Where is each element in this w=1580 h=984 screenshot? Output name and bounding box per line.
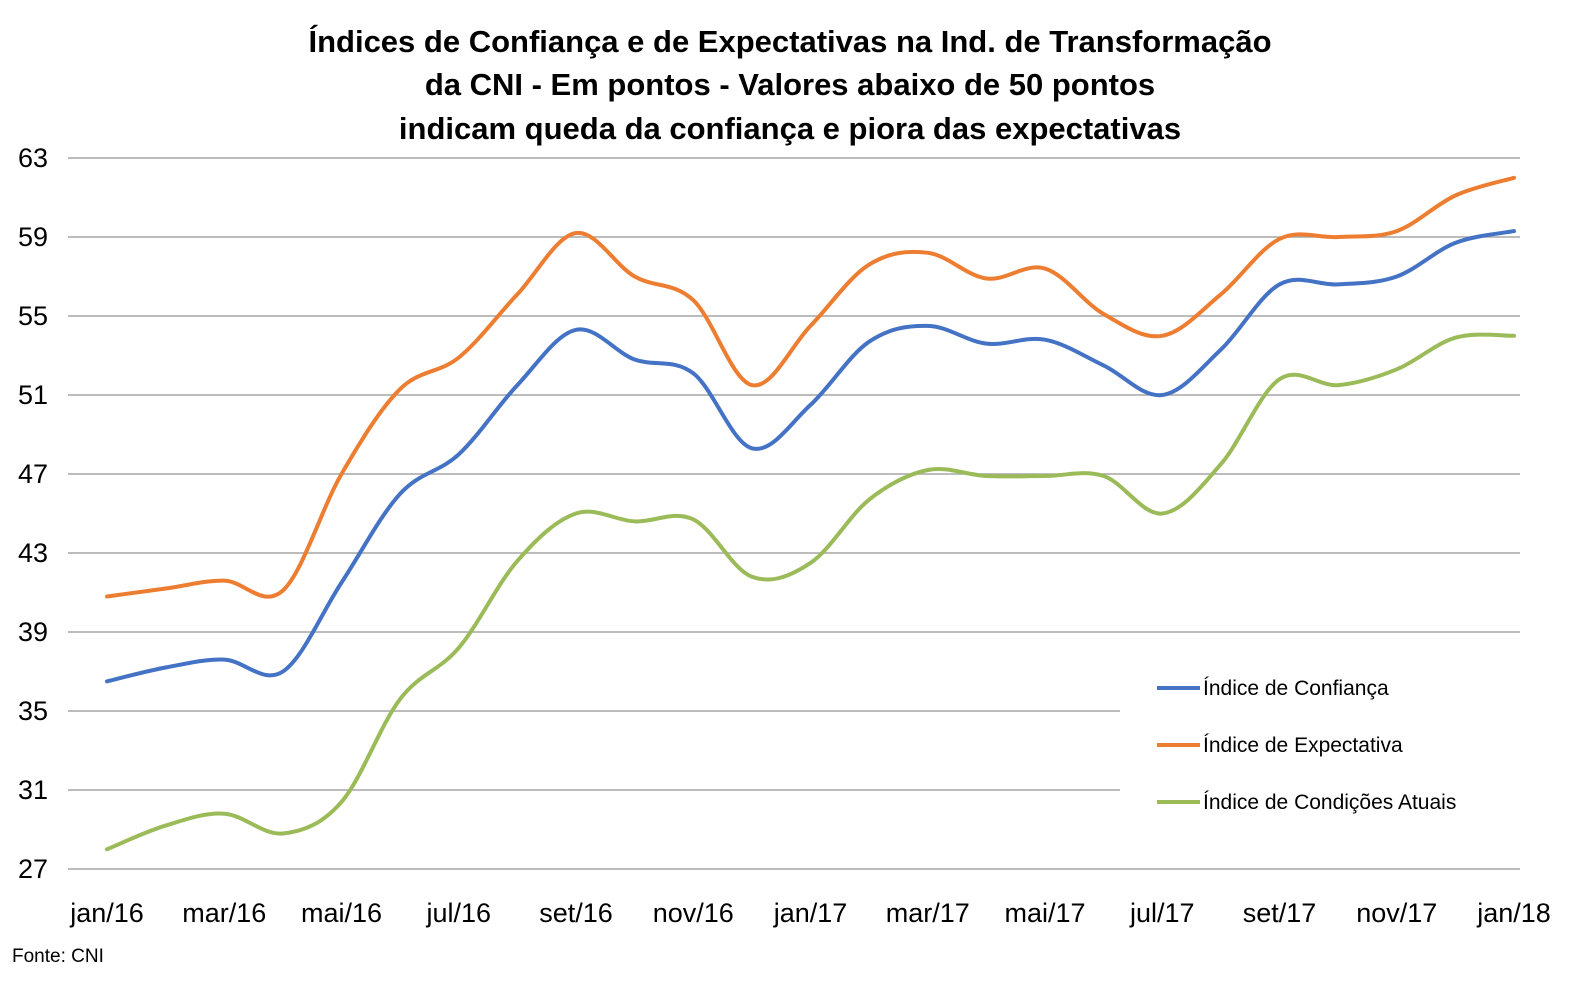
legend-label-indice-de-expectativa: Índice de Expectativa bbox=[1203, 734, 1403, 757]
y-tick-label: 51 bbox=[18, 380, 48, 410]
x-tick-label: jul/16 bbox=[425, 898, 491, 928]
series-line-indice-de-confianca bbox=[105, 229, 1516, 684]
y-tick-label: 39 bbox=[18, 617, 48, 647]
y-tick-label: 59 bbox=[18, 222, 48, 252]
y-tick-label: 31 bbox=[18, 775, 48, 805]
source-note: Fonte: CNI bbox=[12, 946, 104, 967]
legend-background bbox=[1120, 650, 1520, 825]
x-tick-label: mar/16 bbox=[182, 898, 266, 928]
x-tick-label: nov/16 bbox=[653, 898, 734, 928]
x-tick-label: jul/17 bbox=[1129, 898, 1195, 928]
x-tick-label: mar/17 bbox=[886, 898, 970, 928]
y-axis-tick-labels: 27 31 35 39 43 47 51 55 59 63 bbox=[18, 143, 48, 884]
x-tick-label: set/16 bbox=[539, 898, 613, 928]
legend-label-indice-de-condicoes-atuais: Índice de Condições Atuais bbox=[1203, 791, 1456, 814]
series-line-indice-de-expectativa bbox=[105, 175, 1516, 599]
x-tick-label: set/17 bbox=[1243, 898, 1317, 928]
x-tick-label: jan/18 bbox=[1476, 898, 1551, 928]
y-tick-label: 35 bbox=[18, 696, 48, 726]
y-tick-label: 47 bbox=[18, 459, 48, 489]
x-tick-label: jan/16 bbox=[69, 898, 144, 928]
gridlines bbox=[68, 157, 1520, 870]
chart-title: Índices de Confiança e de Expectativas n… bbox=[308, 24, 1271, 146]
legend-label-indice-de-confianca: Índice de Confiança bbox=[1203, 677, 1389, 700]
series-lines bbox=[105, 175, 1516, 852]
chart-title-line-2: da CNI - Em pontos - Valores abaixo de 5… bbox=[425, 67, 1155, 102]
series-line-indice-de-condicoes-atuais bbox=[105, 332, 1516, 852]
chart-title-line-1: Índices de Confiança e de Expectativas n… bbox=[308, 24, 1271, 59]
legend: Índice de Confiança Índice de Expectativa… bbox=[1120, 650, 1520, 825]
y-tick-label: 63 bbox=[18, 143, 48, 173]
x-tick-label: mai/17 bbox=[1004, 898, 1085, 928]
x-tick-label: nov/17 bbox=[1356, 898, 1437, 928]
y-tick-label: 43 bbox=[18, 538, 48, 568]
x-tick-label: mai/16 bbox=[301, 898, 382, 928]
chart-title-line-3: indicam queda da confiança e piora das e… bbox=[399, 111, 1181, 146]
x-axis-tick-labels: jan/16 mar/16 mai/16 jul/16 set/16 nov/16 jan/… bbox=[69, 898, 1551, 928]
x-tick-label: jan/17 bbox=[773, 898, 848, 928]
y-tick-label: 55 bbox=[18, 301, 48, 331]
y-tick-label: 27 bbox=[18, 854, 48, 884]
